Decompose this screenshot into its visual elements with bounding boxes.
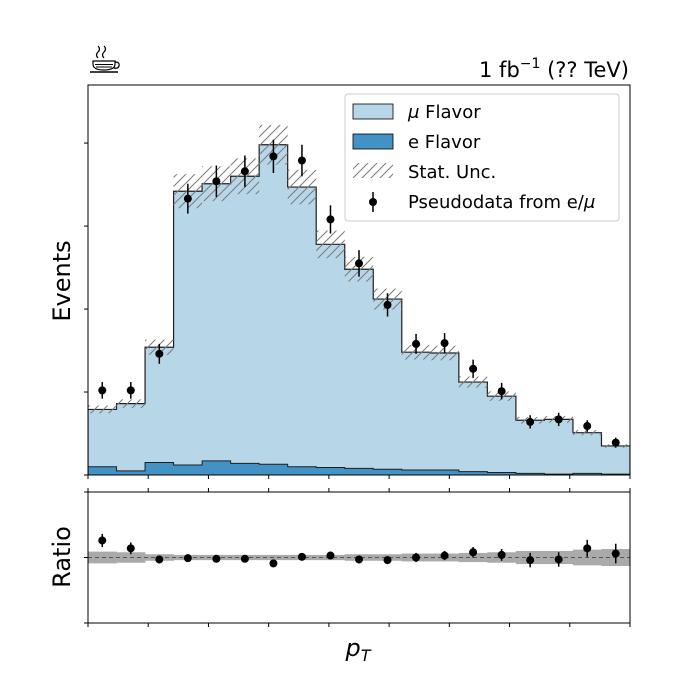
ratio-point bbox=[412, 553, 421, 562]
mu-flavor-bar bbox=[515, 420, 545, 474]
legend-label-mu: μ Flavor bbox=[407, 102, 481, 123]
mu-flavor-bar bbox=[88, 409, 117, 467]
mu-flavor-bar bbox=[202, 183, 231, 461]
pseudodata-point bbox=[383, 300, 392, 309]
ratio-point bbox=[611, 549, 620, 558]
legend-label-data: Pseudodata from e/μ bbox=[408, 192, 595, 213]
e-flavor-bar bbox=[287, 466, 317, 475]
legend-label-e: e Flavor bbox=[408, 132, 481, 153]
legend-marker-data bbox=[369, 198, 377, 206]
legend-frame bbox=[344, 93, 620, 222]
ratio-point bbox=[155, 555, 164, 564]
pseudodata-point bbox=[98, 386, 107, 395]
mu-flavor-bar bbox=[145, 347, 174, 463]
pseudodata-point bbox=[269, 152, 278, 161]
e-flavor-bar bbox=[373, 469, 403, 475]
main-panel bbox=[84, 84, 631, 479]
legend-swatch-mu bbox=[352, 103, 394, 120]
ratio-point bbox=[469, 548, 478, 557]
mu-flavor-bar bbox=[601, 445, 630, 475]
mu-flavor-bar bbox=[173, 191, 203, 466]
pseudodata-point bbox=[526, 417, 535, 426]
e-flavor-bar bbox=[116, 470, 146, 475]
ratio-point bbox=[497, 550, 506, 559]
legend-label-unc: Stat. Unc. bbox=[408, 162, 496, 183]
pseudodata-point bbox=[183, 194, 192, 203]
ratio-point bbox=[212, 554, 221, 563]
mu-flavor-bar bbox=[287, 187, 317, 467]
legend-swatch-unc bbox=[353, 163, 393, 178]
mu-flavor-bar bbox=[344, 269, 374, 469]
e-flavor-bar bbox=[88, 466, 117, 475]
ratio-point bbox=[98, 536, 107, 545]
pseudodata-point bbox=[212, 177, 221, 186]
mu-flavor-bar bbox=[116, 403, 146, 471]
pseudodata-point bbox=[497, 387, 506, 396]
ratio-point bbox=[326, 551, 335, 560]
y-axis-label-events: Events bbox=[48, 240, 76, 321]
mu-flavor-bar bbox=[487, 396, 517, 473]
pseudodata-point bbox=[440, 339, 449, 348]
mu-flavor-bar bbox=[373, 299, 403, 470]
e-flavor-bar bbox=[173, 465, 203, 475]
mu-flavor-bar bbox=[544, 419, 574, 475]
mu-flavor-bar bbox=[401, 352, 431, 471]
pseudodata-point bbox=[583, 422, 592, 431]
x-axis-label: pT bbox=[344, 634, 371, 665]
ratio-point bbox=[554, 555, 563, 564]
main-axes-frame bbox=[87, 84, 631, 476]
e-flavor-bar bbox=[344, 468, 374, 475]
mu-flavor-bar bbox=[430, 353, 460, 471]
ratio-panel bbox=[84, 488, 631, 627]
legend-swatch-e bbox=[352, 133, 394, 150]
ratio-point bbox=[355, 555, 363, 564]
ratio-point bbox=[383, 556, 392, 565]
ratio-point bbox=[440, 551, 449, 560]
mu-flavor-bar bbox=[572, 432, 602, 474]
e-flavor-bar bbox=[458, 471, 488, 475]
ratio-point bbox=[240, 554, 249, 563]
pseudodata-point bbox=[355, 259, 363, 268]
mu-flavor-bar bbox=[316, 244, 346, 468]
coffee-cup-icon bbox=[90, 45, 120, 73]
e-flavor-bar bbox=[145, 462, 174, 475]
ratio-point bbox=[183, 554, 192, 563]
y-axis-label-ratio: Ratio bbox=[48, 526, 76, 588]
pseudodata-point bbox=[412, 339, 421, 348]
mu-flavor-bar bbox=[458, 382, 488, 472]
e-flavor-bar bbox=[316, 467, 346, 475]
mu-flavor-bar bbox=[259, 144, 288, 465]
e-flavor-bar bbox=[401, 470, 431, 475]
legend: μ Flavor e Flavor Stat. Unc. Pseudodata … bbox=[344, 93, 620, 222]
stat-unc-band bbox=[88, 405, 117, 414]
e-flavor-bar bbox=[430, 470, 460, 475]
ratio-point bbox=[126, 544, 135, 553]
pseudodata-point bbox=[155, 349, 164, 358]
ratio-point bbox=[297, 552, 306, 561]
e-flavor-bar bbox=[515, 473, 545, 475]
e-flavor-outline bbox=[88, 460, 630, 475]
e-flavor-bar bbox=[202, 460, 231, 475]
stat-unc-band bbox=[572, 430, 602, 436]
pseudodata-point bbox=[240, 167, 249, 176]
pseudodata-point bbox=[326, 215, 335, 224]
pseudodata-point bbox=[469, 364, 478, 373]
pseudodata-point bbox=[611, 438, 620, 447]
stat-unc-band bbox=[116, 399, 146, 408]
ratio-point bbox=[269, 559, 278, 568]
stat-unc-band bbox=[316, 230, 345, 259]
stat-unc-band bbox=[458, 376, 488, 388]
lumi-label: 1 fb−1 (?? TeV) bbox=[479, 56, 629, 82]
e-flavor-bar bbox=[259, 464, 288, 475]
pseudodata-point bbox=[554, 415, 563, 424]
pseudodata-point bbox=[297, 156, 306, 165]
mu-flavor-bar bbox=[230, 176, 260, 464]
e-flavor-bar bbox=[230, 463, 260, 475]
ratio-point bbox=[583, 544, 592, 553]
ratio-point bbox=[526, 556, 535, 565]
e-flavor-bar bbox=[487, 472, 517, 475]
pseudodata-point bbox=[126, 386, 135, 395]
e-flavor-bar bbox=[572, 473, 602, 475]
